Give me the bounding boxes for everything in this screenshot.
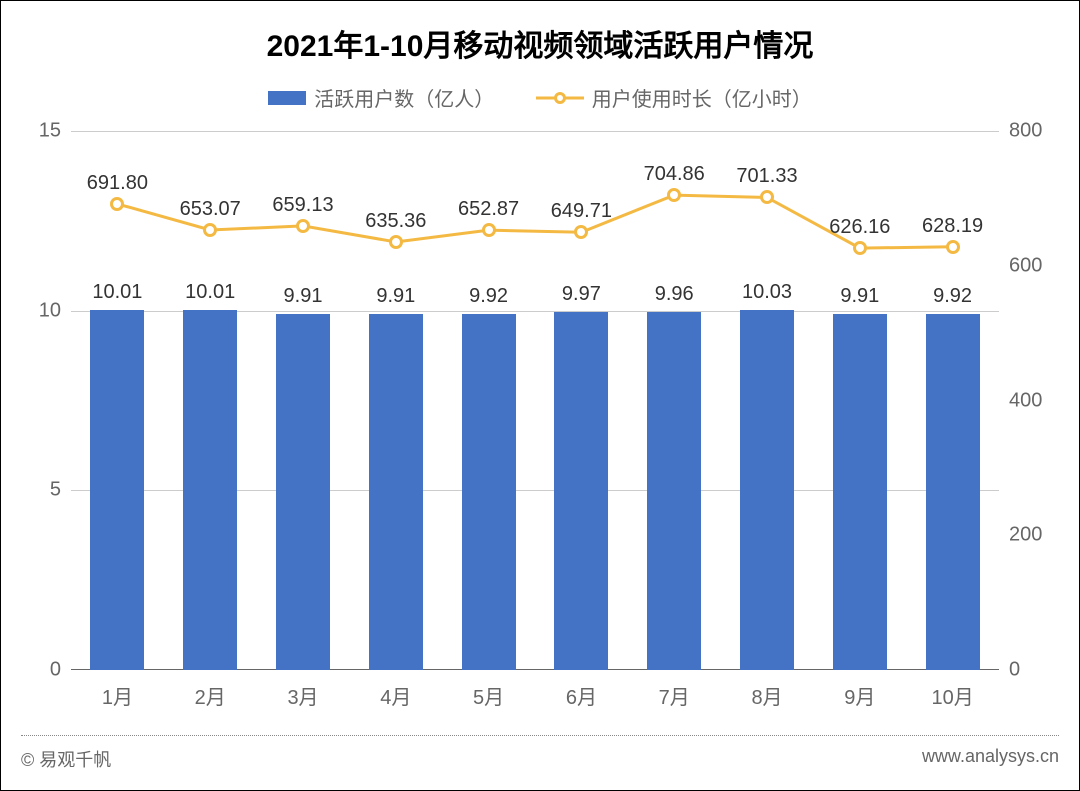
x-axis-label: 2月 [195, 681, 226, 710]
line-marker [389, 235, 403, 249]
footer-source: © 易观千帆 [21, 746, 111, 772]
y-right-tick: 0 [1009, 659, 1064, 682]
line-marker [110, 197, 124, 211]
chart-container: 2021年1-10月移动视频领域活跃用户情况 活跃用户数（亿人） 用户使用时长（… [0, 0, 1080, 791]
chart-title: 2021年1-10月移动视频领域活跃用户情况 [1, 1, 1079, 65]
x-axis-label: 10月 [931, 681, 973, 710]
line-value-label: 653.07 [180, 198, 241, 221]
line-marker [574, 225, 588, 239]
y-right-tick: 800 [1009, 120, 1064, 143]
y-left-tick: 10 [16, 299, 61, 322]
line-marker [946, 240, 960, 254]
line-value-label: 649.71 [551, 200, 612, 223]
x-axis-label: 9月 [844, 681, 875, 710]
line-value-label: 704.86 [644, 163, 705, 186]
line-marker [482, 223, 496, 237]
line-value-label: 659.13 [272, 194, 333, 217]
line-value-label: 626.16 [829, 216, 890, 239]
x-axis-label: 7月 [659, 681, 690, 710]
y-left-tick: 15 [16, 120, 61, 143]
legend-line-item: 用户使用时长（亿小时） [536, 83, 812, 112]
line-value-label: 691.80 [87, 172, 148, 195]
y-right-tick: 400 [1009, 389, 1064, 412]
x-axis-label: 3月 [287, 681, 318, 710]
legend-bar-item: 活跃用户数（亿人） [268, 83, 494, 112]
y-right-tick: 600 [1009, 254, 1064, 277]
legend-bar-swatch [268, 91, 306, 105]
footer-url: www.analysys.cn [922, 746, 1059, 772]
line-marker [296, 219, 310, 233]
footer: © 易观千帆 www.analysys.cn [21, 735, 1059, 772]
plot-area: 051015020040060080010.011月10.012月9.913月9… [71, 131, 999, 670]
x-axis-label: 8月 [751, 681, 782, 710]
x-axis-label: 6月 [566, 681, 597, 710]
line-marker [203, 223, 217, 237]
legend-line-swatch [536, 91, 584, 105]
line-value-label: 635.36 [365, 210, 426, 233]
legend-line-label: 用户使用时长（亿小时） [592, 83, 812, 112]
x-axis-label: 4月 [380, 681, 411, 710]
line-marker [667, 188, 681, 202]
line-marker [853, 241, 867, 255]
y-left-tick: 0 [16, 659, 61, 682]
x-axis-label: 5月 [473, 681, 504, 710]
legend-bar-label: 活跃用户数（亿人） [314, 83, 494, 112]
line-marker [760, 190, 774, 204]
line-value-label: 628.19 [922, 215, 983, 238]
line-value-label: 701.33 [736, 165, 797, 188]
y-left-tick: 5 [16, 479, 61, 502]
x-axis-label: 1月 [102, 681, 133, 710]
line-value-label: 652.87 [458, 198, 519, 221]
y-right-tick: 200 [1009, 524, 1064, 547]
legend: 活跃用户数（亿人） 用户使用时长（亿小时） [1, 83, 1079, 112]
